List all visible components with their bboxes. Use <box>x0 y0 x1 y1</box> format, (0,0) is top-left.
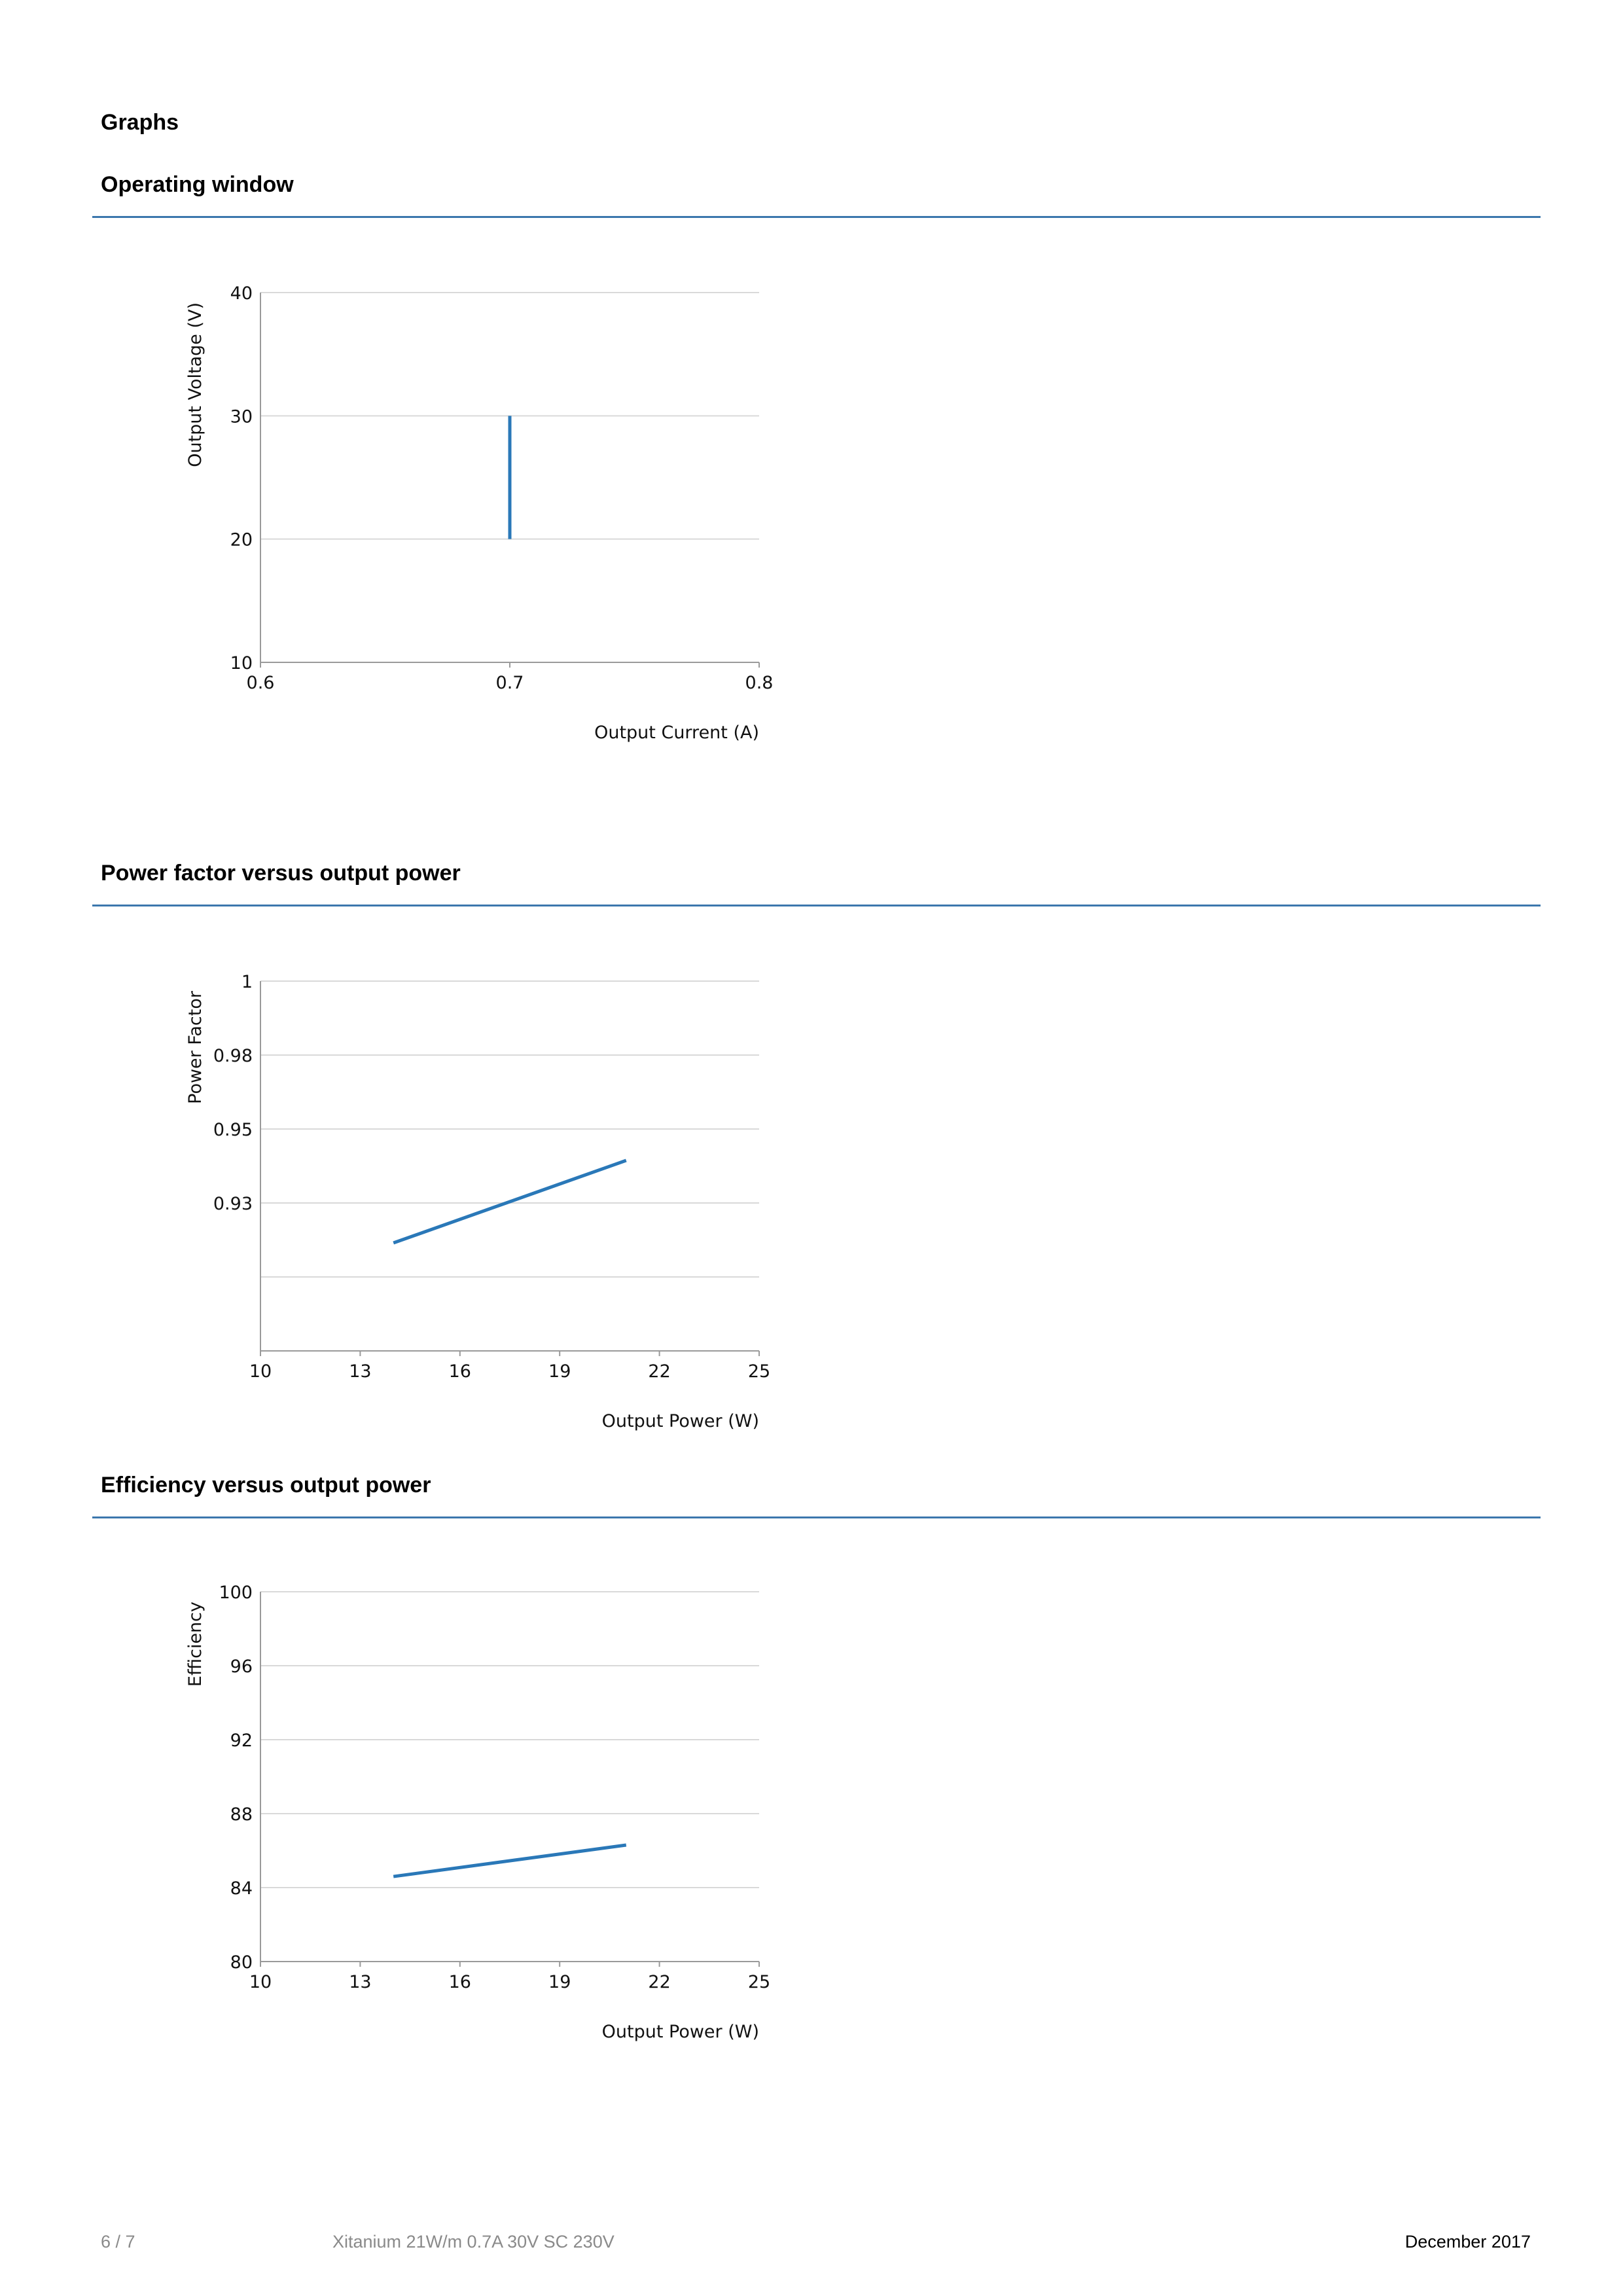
section-rule <box>92 1516 1541 1518</box>
section-title-efficiency: Efficiency versus output power <box>101 1473 431 1498</box>
y-tick-label: 96 <box>230 1657 253 1677</box>
y-tick-label: 0.98 <box>213 1046 253 1066</box>
y-tick-label: 88 <box>230 1804 253 1825</box>
footer-product-name: Xitanium 21W/m 0.7A 30V SC 230V <box>332 2232 615 2251</box>
x-tick-label: 0.8 <box>745 673 774 693</box>
y-tick-label: 30 <box>230 406 253 427</box>
chart-power-factor: 0.93 0.95 0.98 1 10 13 16 19 22 25 Output Power (W… <box>185 972 770 1431</box>
x-tick-label: 16 <box>449 1361 471 1382</box>
x-tick-label: 25 <box>748 1361 770 1382</box>
y-tick-label: 92 <box>230 1731 253 1751</box>
y-tick-label: 80 <box>230 1952 253 1973</box>
x-tick-label: 10 <box>249 1361 272 1382</box>
section-rule <box>92 905 1541 906</box>
x-tick-label: 0.7 <box>496 673 524 693</box>
x-tick-label: 22 <box>648 1361 670 1382</box>
y-tick-label: 10 <box>230 653 253 673</box>
section-rule <box>92 216 1541 218</box>
x-tick-label: 19 <box>548 1972 571 1992</box>
series-line <box>393 1158 627 1245</box>
y-tick-label: 20 <box>230 530 253 550</box>
y-axis-label: Output Voltage (V) <box>185 302 205 467</box>
footer-page-number: 6 / 7 <box>101 2232 135 2251</box>
series-line <box>393 1843 627 1878</box>
page-heading: Graphs <box>101 110 179 135</box>
x-tick-label: 13 <box>349 1972 371 1992</box>
x-tick-label: 10 <box>249 1972 272 1992</box>
y-tick-label: 1 <box>241 972 253 992</box>
y-tick-label: 84 <box>230 1878 253 1899</box>
section-title-operating-window: Operating window <box>101 172 294 197</box>
x-tick-label: 0.6 <box>247 673 275 693</box>
y-tick-label: 100 <box>219 1583 253 1603</box>
y-axis-label: Power Factor <box>185 990 205 1104</box>
y-tick-label: 40 <box>230 283 253 304</box>
section-title-power-factor: Power factor versus output power <box>101 861 461 886</box>
y-axis-label: Efficiency <box>185 1602 205 1687</box>
x-axis-label: Output Power (W) <box>602 1411 759 1431</box>
x-axis-label: Output Current (A) <box>594 723 759 743</box>
chart-efficiency: 80 84 88 92 96 100 10 13 16 19 22 25 Output Power (W… <box>185 1583 770 2042</box>
footer-date: December 2017 <box>1404 2232 1531 2251</box>
x-tick-label: 13 <box>349 1361 371 1382</box>
x-tick-label: 19 <box>548 1361 571 1382</box>
x-tick-label: 22 <box>648 1972 670 1992</box>
x-axis-label: Output Power (W) <box>602 2022 759 2042</box>
chart-operating-window: 10 20 30 40 0.6 0.7 0.8 Output Current (A) Outpu… <box>185 283 774 743</box>
x-tick-label: 25 <box>748 1972 770 1992</box>
x-tick-label: 16 <box>449 1972 471 1992</box>
y-tick-label: 0.95 <box>213 1120 253 1140</box>
y-tick-label: 0.93 <box>213 1194 253 1214</box>
